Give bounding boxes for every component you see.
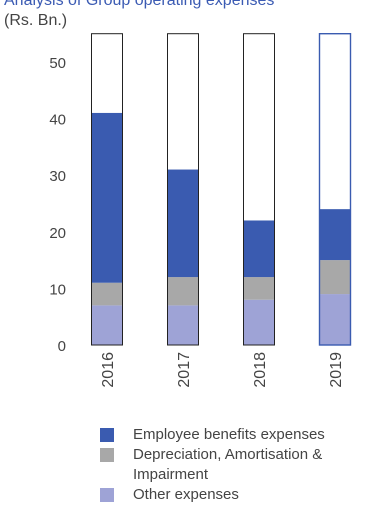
bar-outline-2017 [167,33,199,346]
bar-segment-2017-1 [167,277,199,306]
bar-outline-2016 [91,33,123,346]
stacked-bar-chart: 0 10 20 30 40 50 2016 2017 2018 2019 [49,33,352,388]
bar-segment-2016-0 [91,305,123,345]
bar-group-2017 [167,33,199,346]
chart-title: Analysis of Group operating expenses [4,0,275,9]
bar-segment-2019-0 [319,294,351,345]
y-tick-label: 20 [49,225,66,242]
bar-outline-2018 [243,33,275,346]
bar-segment-2017-2 [167,169,199,278]
x-tick-label: 2019 [328,352,345,388]
legend: Employee benefits expenses Depreciation, … [100,425,376,505]
legend-item: Depreciation, Amortisation & Impairment [100,445,376,485]
legend-swatch [100,428,114,442]
legend-swatch [100,448,114,462]
bars [91,33,352,346]
bar-segment-2019-2 [319,209,351,261]
legend-item: Other expenses [100,485,376,505]
bar-segment-2018-1 [243,277,275,300]
x-tick-label: 2016 [100,352,117,388]
bar-segment-2016-2 [91,112,123,283]
bar-segment-2017-0 [167,305,199,345]
x-tick-label: 2017 [176,352,193,388]
y-tick-label: 10 [49,281,66,298]
bar-segment-2018-0 [243,299,275,345]
legend-item: Employee benefits expenses [100,425,376,445]
y-tick-label: 0 [58,338,66,355]
legend-label: Other expenses [133,486,239,503]
bar-segment-2019-1 [319,260,351,295]
y-tick-label: 30 [49,168,66,185]
legend-label: Depreciation, Amortisation & Impairment [133,446,323,483]
bar-segment-2016-1 [91,282,123,306]
legend-swatch [100,488,114,502]
y-tick-label: 40 [49,112,66,129]
unit-label: (Rs. Bn.) [4,12,68,29]
bar-outline-2019 [318,33,352,346]
bar-group-2016 [91,33,123,346]
x-tick-label: 2018 [252,352,269,388]
legend-label: Employee benefits expenses [133,426,325,443]
bar-group-2018 [243,33,275,346]
bar-group-2019 [318,33,352,346]
bar-segment-2018-2 [243,220,275,278]
y-tick-label: 50 [49,55,66,72]
y-axis: 0 10 20 30 40 50 [49,55,66,355]
x-axis: 2016 2017 2018 2019 [100,352,345,388]
